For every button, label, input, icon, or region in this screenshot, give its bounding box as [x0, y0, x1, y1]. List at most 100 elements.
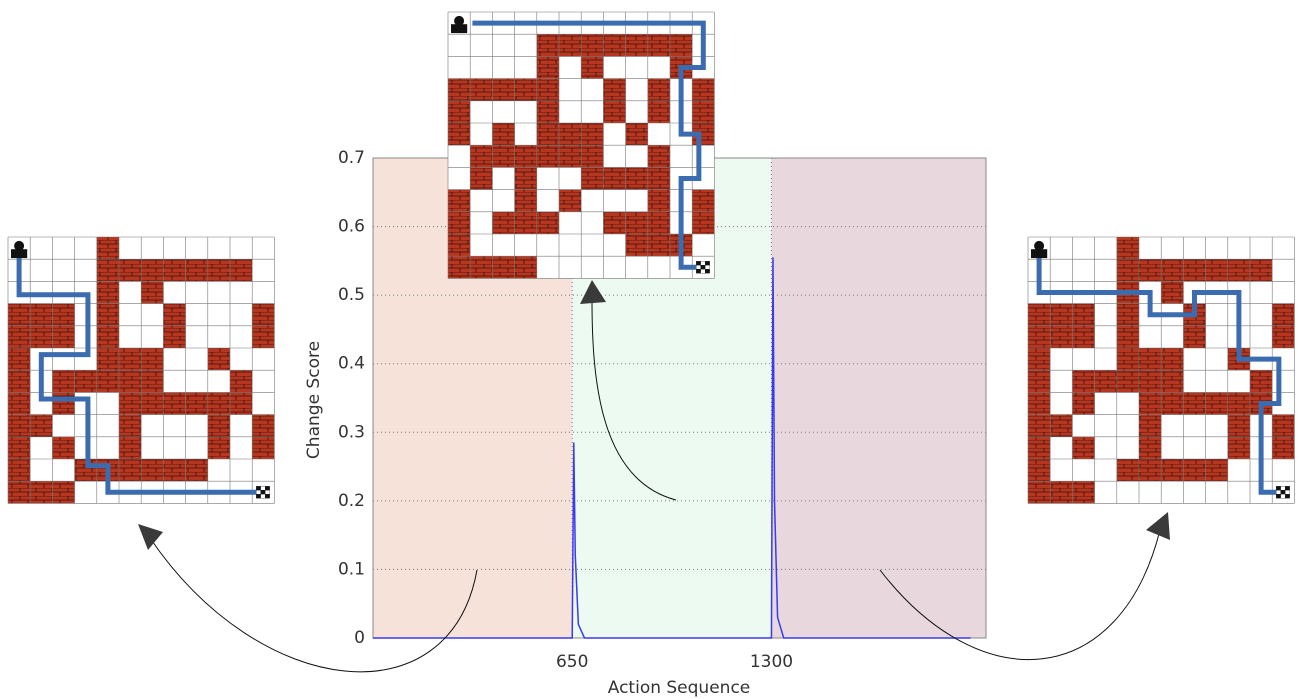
brick-wall [8, 392, 30, 414]
arrowhead [138, 524, 163, 550]
brick-wall [1272, 415, 1294, 437]
brick-wall [186, 259, 208, 281]
brick-wall [1072, 437, 1094, 459]
brick-wall [603, 167, 625, 189]
brick-wall [448, 212, 470, 234]
maze [448, 12, 714, 278]
brick-wall [1161, 281, 1183, 303]
brick-wall [448, 190, 470, 212]
brick-wall [141, 281, 163, 303]
brick-wall [163, 459, 185, 481]
figure: 00.10.20.30.40.50.60.76501300 Change Sco… [0, 0, 1301, 699]
brick-wall [97, 348, 119, 370]
brick-wall [119, 348, 141, 370]
brick-wall [1050, 326, 1072, 348]
y-tick-label: 0.3 [338, 422, 365, 442]
brick-wall [537, 56, 559, 78]
brick-wall [470, 256, 492, 278]
brick-wall [1117, 370, 1139, 392]
brick-wall [1161, 392, 1183, 414]
brick-wall [1206, 392, 1228, 414]
brick-wall [1139, 459, 1161, 481]
goal-flag [701, 269, 706, 273]
y-axis-label: Change Score [304, 341, 324, 459]
y-tick-label: 0.6 [338, 217, 365, 237]
brick-wall [470, 79, 492, 101]
brick-wall [208, 348, 230, 370]
brick-wall [8, 459, 30, 481]
x-axis-label: Action Sequence [608, 678, 751, 698]
brick-wall [626, 212, 648, 234]
x-tick-label: 650 [556, 652, 588, 672]
goal-flag [1285, 486, 1290, 490]
brick-wall [252, 415, 274, 437]
brick-wall [8, 370, 30, 392]
brick-wall [648, 234, 670, 256]
brick-wall [515, 212, 537, 234]
region [771, 158, 986, 638]
brick-wall [1161, 259, 1183, 281]
brick-wall [8, 304, 30, 326]
brick-wall [119, 437, 141, 459]
brick-wall [208, 259, 230, 281]
brick-wall [1228, 392, 1250, 414]
brick-wall [1161, 348, 1183, 370]
brick-wall [470, 145, 492, 167]
brick-wall [692, 190, 714, 212]
brick-wall [515, 145, 537, 167]
goal-flag [1285, 490, 1290, 494]
agent-icon [451, 24, 467, 33]
y-tick-label: 0.4 [338, 354, 365, 374]
y-tick-label: 0.1 [338, 559, 365, 579]
brick-wall [1072, 481, 1094, 503]
brick-wall [1139, 415, 1161, 437]
brick-wall [1117, 348, 1139, 370]
goal-flag [696, 261, 701, 265]
brick-wall [163, 326, 185, 348]
brick-wall [648, 167, 670, 189]
brick-wall [1072, 326, 1094, 348]
brick-wall [648, 34, 670, 56]
goal-flag [261, 486, 266, 490]
brick-wall [626, 167, 648, 189]
goal-flag [1281, 494, 1286, 498]
brick-wall [603, 34, 625, 56]
brick-wall [1228, 259, 1250, 281]
brick-wall [1161, 370, 1183, 392]
brick-wall [1228, 437, 1250, 459]
brick-wall [1117, 304, 1139, 326]
brick-wall [30, 481, 52, 503]
brick-wall [537, 145, 559, 167]
brick-wall [448, 234, 470, 256]
brick-wall [1206, 259, 1228, 281]
brick-wall [492, 256, 514, 278]
brick-wall [8, 415, 30, 437]
brick-wall [208, 415, 230, 437]
brick-wall [1272, 326, 1294, 348]
brick-wall [537, 101, 559, 123]
brick-wall [75, 370, 97, 392]
agent-icon [1031, 249, 1047, 258]
goal-flag [1276, 486, 1281, 490]
brick-wall [492, 79, 514, 101]
brick-wall [208, 392, 230, 414]
goal-flag [256, 486, 261, 490]
brick-wall [97, 259, 119, 281]
brick-wall [97, 370, 119, 392]
brick-wall [537, 212, 559, 234]
goal-flag [705, 265, 710, 269]
brick-wall [141, 392, 163, 414]
brick-wall [119, 459, 141, 481]
agent-icon [11, 249, 27, 258]
brick-wall [515, 256, 537, 278]
brick-wall [119, 370, 141, 392]
brick-wall [141, 370, 163, 392]
brick-wall [1139, 392, 1161, 414]
goal-flag [705, 261, 710, 265]
brick-wall [1050, 481, 1072, 503]
brick-wall [692, 101, 714, 123]
brick-wall [1139, 348, 1161, 370]
brick-wall [581, 145, 603, 167]
brick-wall [1272, 437, 1294, 459]
brick-wall [1250, 259, 1272, 281]
